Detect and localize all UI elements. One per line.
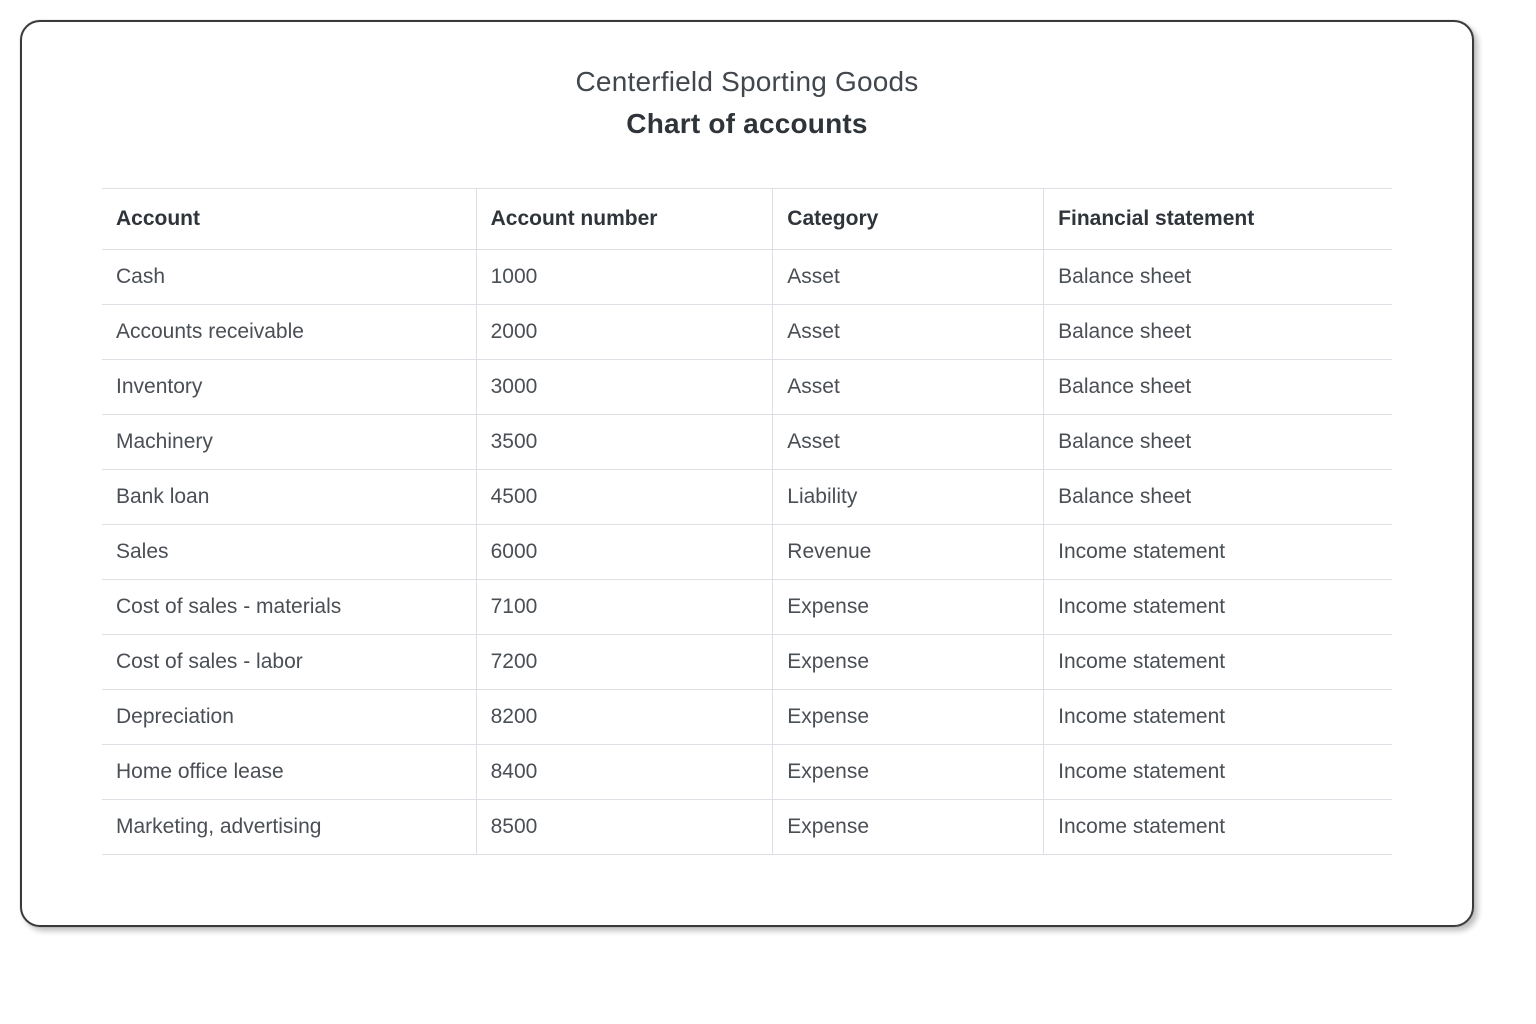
- table-cell: Expense: [773, 690, 1044, 745]
- table-cell: Cost of sales - materials: [102, 580, 476, 635]
- company-name: Centerfield Sporting Goods: [102, 66, 1392, 98]
- table-cell: 7100: [476, 580, 773, 635]
- table-cell: Sales: [102, 525, 476, 580]
- table-cell: Bank loan: [102, 470, 476, 525]
- table-cell: Expense: [773, 580, 1044, 635]
- table-cell: 7200: [476, 635, 773, 690]
- table-header-row: Account Account number Category Financia…: [102, 189, 1392, 250]
- table-cell: Income statement: [1044, 580, 1392, 635]
- table-cell: 8400: [476, 745, 773, 800]
- table-cell: Asset: [773, 305, 1044, 360]
- report-header: Centerfield Sporting Goods Chart of acco…: [102, 66, 1392, 140]
- table-cell: Income statement: [1044, 690, 1392, 745]
- table-cell: Income statement: [1044, 525, 1392, 580]
- table-cell: Inventory: [102, 360, 476, 415]
- table-cell: 3500: [476, 415, 773, 470]
- table-cell: 8200: [476, 690, 773, 745]
- col-header-account: Account: [102, 189, 476, 250]
- table-cell: Balance sheet: [1044, 360, 1392, 415]
- table-cell: Cost of sales - labor: [102, 635, 476, 690]
- table-cell: Income statement: [1044, 635, 1392, 690]
- accounts-table: Account Account number Category Financia…: [102, 188, 1392, 855]
- table-cell: Asset: [773, 415, 1044, 470]
- table-cell: Marketing, advertising: [102, 800, 476, 855]
- table-cell: Balance sheet: [1044, 305, 1392, 360]
- table-cell: Liability: [773, 470, 1044, 525]
- table-cell: 8500: [476, 800, 773, 855]
- col-header-number: Account number: [476, 189, 773, 250]
- col-header-category: Category: [773, 189, 1044, 250]
- table-cell: Expense: [773, 800, 1044, 855]
- table-row: Sales6000RevenueIncome statement: [102, 525, 1392, 580]
- table-row: Depreciation8200ExpenseIncome statement: [102, 690, 1392, 745]
- table-row: Marketing, advertising8500ExpenseIncome …: [102, 800, 1392, 855]
- table-row: Cash1000AssetBalance sheet: [102, 250, 1392, 305]
- report-card: Centerfield Sporting Goods Chart of acco…: [20, 20, 1474, 927]
- table-cell: Balance sheet: [1044, 470, 1392, 525]
- table-row: Cost of sales - materials7100ExpenseInco…: [102, 580, 1392, 635]
- table-cell: Cash: [102, 250, 476, 305]
- table-cell: Expense: [773, 635, 1044, 690]
- table-cell: Asset: [773, 360, 1044, 415]
- table-row: Inventory3000AssetBalance sheet: [102, 360, 1392, 415]
- table-row: Bank loan4500LiabilityBalance sheet: [102, 470, 1392, 525]
- table-cell: Home office lease: [102, 745, 476, 800]
- table-cell: 2000: [476, 305, 773, 360]
- table-cell: Asset: [773, 250, 1044, 305]
- table-cell: 1000: [476, 250, 773, 305]
- table-cell: 6000: [476, 525, 773, 580]
- table-row: Accounts receivable2000AssetBalance shee…: [102, 305, 1392, 360]
- col-header-statement: Financial statement: [1044, 189, 1392, 250]
- table-cell: Machinery: [102, 415, 476, 470]
- table-cell: 3000: [476, 360, 773, 415]
- table-cell: Income statement: [1044, 745, 1392, 800]
- report-title: Chart of accounts: [102, 108, 1392, 140]
- table-body: Cash1000AssetBalance sheetAccounts recei…: [102, 250, 1392, 855]
- table-cell: Balance sheet: [1044, 415, 1392, 470]
- table-row: Home office lease8400ExpenseIncome state…: [102, 745, 1392, 800]
- table-cell: Revenue: [773, 525, 1044, 580]
- table-row: Machinery3500AssetBalance sheet: [102, 415, 1392, 470]
- table-cell: Expense: [773, 745, 1044, 800]
- table-cell: Accounts receivable: [102, 305, 476, 360]
- table-cell: 4500: [476, 470, 773, 525]
- table-cell: Balance sheet: [1044, 250, 1392, 305]
- table-cell: Depreciation: [102, 690, 476, 745]
- table-cell: Income statement: [1044, 800, 1392, 855]
- table-row: Cost of sales - labor7200ExpenseIncome s…: [102, 635, 1392, 690]
